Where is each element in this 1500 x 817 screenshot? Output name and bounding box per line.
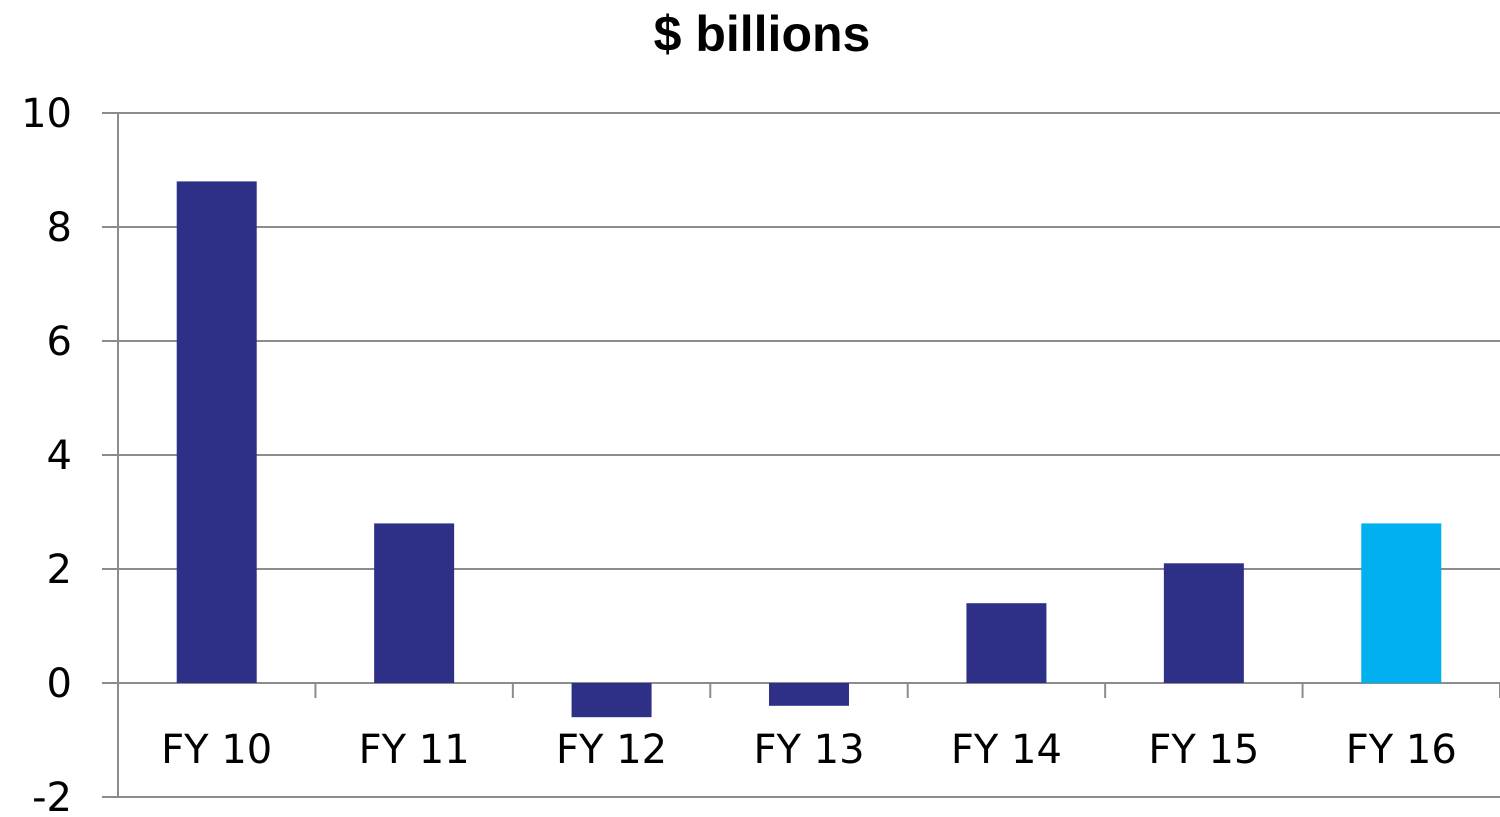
bar-fy-11 [374,523,455,683]
bar-fy-10 [176,181,257,683]
bar-fy-13 [769,683,849,706]
chart-title: $ billions [653,6,871,62]
x-tick-label: FY 15 [1148,727,1259,773]
x-tick-label: FY 13 [753,727,864,773]
y-tick-label: -2 [32,775,72,817]
y-tick-label: 0 [47,661,72,707]
bar-fy-15 [1163,563,1244,683]
x-tick-label: FY 12 [556,727,667,773]
y-tick-label: 8 [47,205,72,251]
y-tick-label: 10 [21,91,72,137]
x-tick-label: FY 10 [161,727,272,773]
y-tick-label: 4 [47,433,72,479]
y-tick-label: 2 [47,547,72,593]
bar-fy-12 [571,683,652,718]
x-tick-label: FY 16 [1346,727,1457,773]
bar-fy-16 [1361,523,1442,683]
bar-fy-14 [966,603,1047,683]
x-tick-label: FY 14 [951,727,1062,773]
y-tick-label: 6 [47,319,72,365]
x-tick-label: FY 11 [359,727,470,773]
